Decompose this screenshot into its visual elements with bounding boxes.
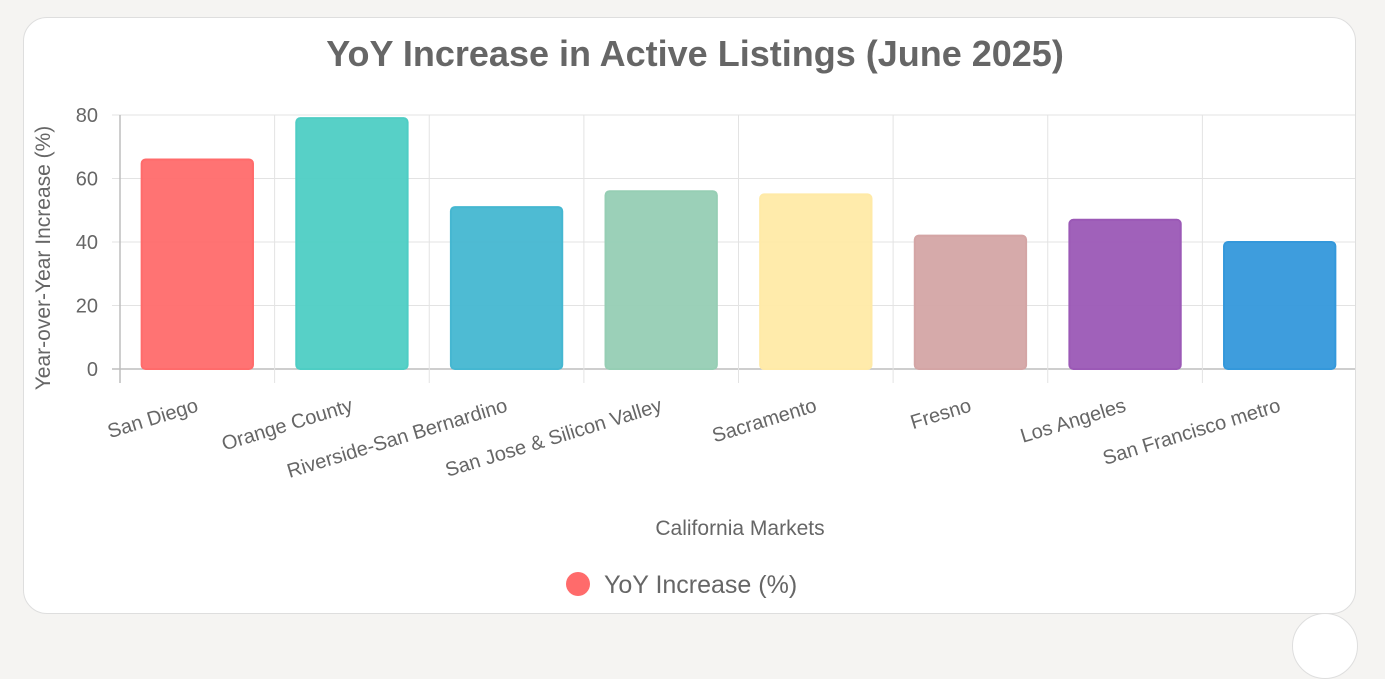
y-axis-ticks: 0 20 40 60 80 [76,105,98,381]
bar-riverside-san-bernardino[interactable] [449,206,564,370]
y-tick-label: 0 [87,359,98,381]
bars [140,117,1337,370]
x-tick-label: Sacramento [710,395,820,448]
bar-chart: YoY Increase in Active Listings (June 20… [32,33,1355,599]
x-tick-label: San Francisco metro [1100,395,1283,470]
bar-san-jose-silicon-valley[interactable] [604,190,718,370]
y-tick-label: 80 [76,105,98,127]
y-axis-label: Year-over-Year Increase (%) [32,126,55,391]
y-tick-label: 60 [76,169,98,191]
legend-swatch [566,572,590,596]
bar-san-diego[interactable] [140,158,254,370]
bar-los-angeles[interactable] [1068,218,1182,370]
x-tick-label: Los Angeles [1018,395,1129,448]
x-axis-label: California Markets [655,517,824,540]
bar-orange-county[interactable] [295,117,409,370]
legend[interactable]: YoY Increase (%) [566,571,797,599]
y-tick-label: 40 [76,232,98,254]
bar-fresno[interactable] [913,234,1028,370]
bar-sacramento[interactable] [759,193,873,370]
x-tick-label: San Diego [105,395,201,443]
chart-title: YoY Increase in Active Listings (June 20… [326,33,1064,74]
x-tick-label: Fresno [908,395,974,434]
chart-card: YoY Increase in Active Listings (June 20… [23,17,1356,614]
y-tick-label: 20 [76,296,98,318]
legend-label: YoY Increase (%) [604,571,797,599]
floating-button[interactable] [1292,613,1358,679]
bar-san-francisco-metro[interactable] [1223,241,1337,370]
